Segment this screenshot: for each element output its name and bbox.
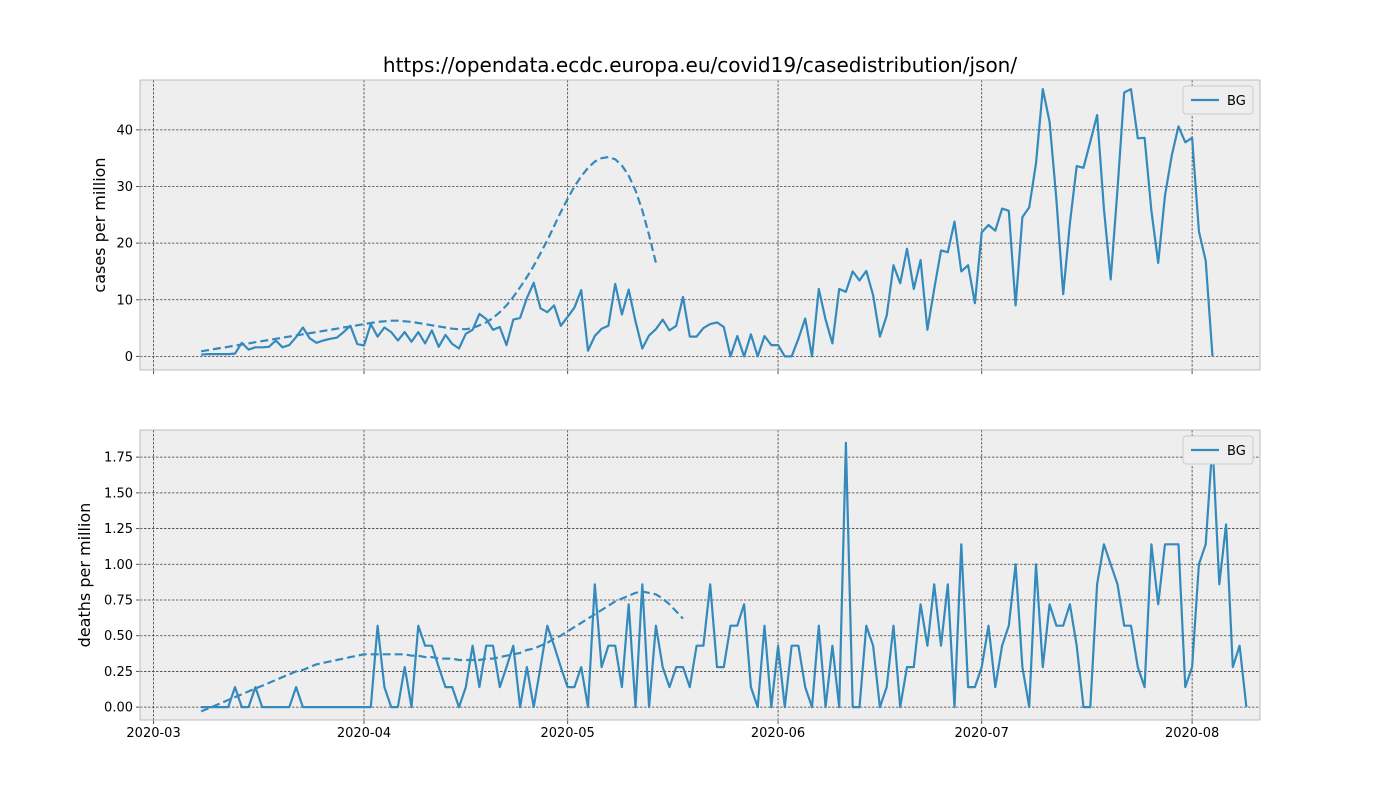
y-tick-label: 1.50 xyxy=(104,486,133,501)
cases-panel: 0 10 20 30 40 cases per million BG xyxy=(90,79,1261,374)
x-tick-label: 2020-07 xyxy=(955,726,1009,741)
y-tick-label: 30 xyxy=(116,180,133,195)
y-tick-label: 10 xyxy=(116,293,133,308)
y-tick-label: 0.75 xyxy=(104,594,133,609)
trend-line xyxy=(200,155,657,353)
trend-line xyxy=(200,590,684,713)
legend-label: BG xyxy=(1227,444,1246,459)
plot-frame xyxy=(139,79,1261,371)
y-tick-label: 0.50 xyxy=(104,629,133,644)
y-tick-label: 0.25 xyxy=(104,665,133,680)
y-tick-label: 1.25 xyxy=(104,522,133,537)
y-tick-label: 1.75 xyxy=(104,451,133,466)
x-tick-label: 2020-06 xyxy=(751,726,805,741)
x-tick-label: 2020-04 xyxy=(337,726,391,741)
y-tick-label: 1.00 xyxy=(104,558,133,573)
y-tick-label: 40 xyxy=(116,123,133,138)
y-tick-label: 0 xyxy=(125,350,133,365)
legend-label: BG xyxy=(1227,94,1246,109)
x-tick-label: 2020-08 xyxy=(1165,726,1219,741)
series-line-bg xyxy=(201,87,1214,358)
chart-title: https://opendata.ecdc.europa.eu/covid19/… xyxy=(383,53,1017,77)
y-tick-label: 0.00 xyxy=(104,701,133,716)
x-tick-label: 2020-03 xyxy=(126,726,180,741)
plot-frame xyxy=(139,429,1261,721)
plot-area xyxy=(140,80,1260,370)
x-tick-label: 2020-05 xyxy=(540,726,594,741)
y-axis-label: cases per million xyxy=(90,157,109,292)
series-line-bg xyxy=(201,441,1248,709)
deaths-panel: 2020-03 2020-04 2020-05 2020-06 2020-07 2020-… xyxy=(75,429,1261,741)
y-axis-label: deaths per million xyxy=(75,503,94,648)
y-tick-label: 20 xyxy=(116,237,133,252)
